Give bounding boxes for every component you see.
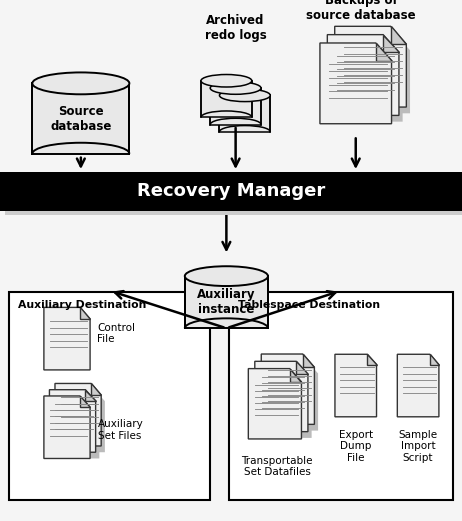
- Polygon shape: [290, 369, 301, 382]
- Text: Auxiliary
Set Files: Auxiliary Set Files: [98, 419, 144, 441]
- Text: Sample
Import
Script: Sample Import Script: [399, 430, 438, 463]
- Polygon shape: [430, 354, 439, 365]
- Polygon shape: [85, 390, 96, 401]
- Polygon shape: [338, 32, 410, 114]
- Polygon shape: [255, 362, 308, 431]
- Text: Archived
redo logs: Archived redo logs: [205, 14, 267, 42]
- Polygon shape: [397, 354, 439, 417]
- Bar: [9, 292, 210, 500]
- Text: Auxiliary Destination: Auxiliary Destination: [18, 300, 147, 310]
- Bar: [32, 83, 129, 154]
- Polygon shape: [335, 354, 377, 417]
- Bar: [210, 88, 261, 125]
- Bar: [185, 276, 268, 328]
- Polygon shape: [55, 383, 101, 446]
- Text: Source
database: Source database: [50, 105, 111, 133]
- Text: Tablespace Destination: Tablespace Destination: [238, 300, 380, 310]
- Polygon shape: [80, 307, 90, 319]
- Text: Auxiliary
instance: Auxiliary instance: [197, 288, 255, 316]
- Polygon shape: [265, 361, 318, 430]
- Polygon shape: [53, 396, 99, 458]
- Ellipse shape: [201, 75, 252, 87]
- Ellipse shape: [185, 266, 268, 286]
- Bar: [0, 172, 462, 211]
- Polygon shape: [80, 396, 90, 407]
- Ellipse shape: [219, 89, 270, 102]
- Polygon shape: [91, 383, 101, 395]
- Polygon shape: [327, 34, 399, 116]
- Polygon shape: [49, 390, 96, 452]
- Bar: [5, 210, 462, 215]
- Polygon shape: [296, 362, 308, 375]
- Text: Backups of
source database: Backups of source database: [306, 0, 416, 22]
- Polygon shape: [320, 43, 392, 124]
- Polygon shape: [334, 26, 407, 107]
- Text: Transportable
Set Datafiles: Transportable Set Datafiles: [242, 456, 313, 477]
- Polygon shape: [303, 354, 314, 367]
- Polygon shape: [59, 390, 105, 452]
- Polygon shape: [331, 41, 403, 122]
- Polygon shape: [383, 34, 399, 53]
- Text: Control
File: Control File: [97, 322, 135, 344]
- Polygon shape: [376, 43, 392, 61]
- Text: Recovery Manager: Recovery Manager: [137, 182, 325, 201]
- Polygon shape: [44, 396, 90, 458]
- Polygon shape: [259, 368, 311, 438]
- Polygon shape: [261, 354, 314, 424]
- Ellipse shape: [32, 72, 129, 94]
- Polygon shape: [367, 354, 377, 365]
- Bar: [229, 292, 453, 500]
- Polygon shape: [249, 369, 301, 439]
- Bar: [219, 95, 270, 132]
- Ellipse shape: [210, 82, 261, 94]
- Polygon shape: [44, 307, 90, 370]
- Text: Export
Dump
File: Export Dump File: [339, 430, 373, 463]
- Polygon shape: [390, 26, 407, 44]
- Bar: [201, 81, 252, 117]
